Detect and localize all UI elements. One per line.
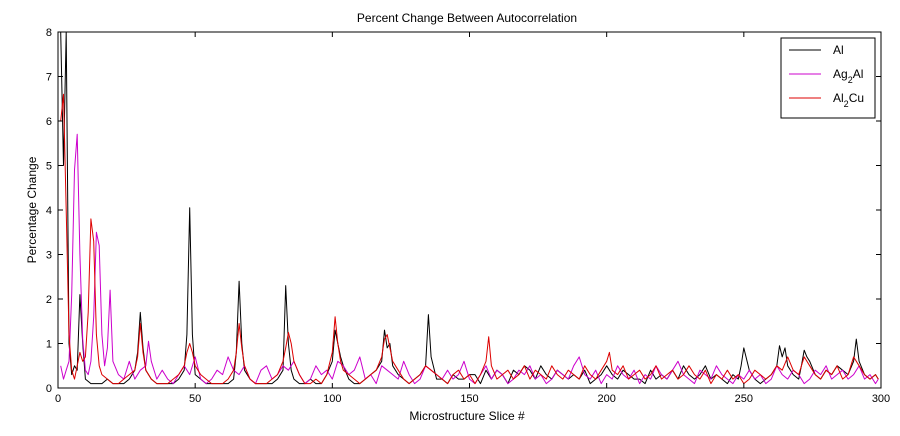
x-tick-label: 150 (460, 393, 478, 405)
legend-label-0: Al (833, 43, 844, 57)
y-tick-label: 5 (46, 161, 52, 173)
chart-title: Percent Change Between Autocorrelation (357, 11, 577, 25)
x-tick-label: 250 (735, 393, 753, 405)
series-line-2 (60, 93, 879, 385)
x-tick-label: 50 (189, 393, 201, 405)
y-tick-label: 0 (46, 383, 52, 395)
legend-label-2: Al2Cu (833, 91, 864, 109)
y-tick-label: 3 (46, 250, 52, 262)
axis-layer: 0 50 100 150 200 250 300 0 1 2 3 4 5 6 7 8 (46, 27, 890, 405)
y-tick-label: 2 (46, 294, 52, 306)
y-tick-label: 4 (46, 205, 52, 217)
y-axis-title: Percentage Change (25, 156, 39, 263)
y-tick-label: 1 (46, 339, 52, 351)
y-tick-label: 7 (46, 72, 52, 84)
x-axis-title: Microstructure Slice # (409, 409, 525, 423)
x-tick-label: 0 (55, 393, 61, 405)
y-tick-label: 6 (46, 116, 52, 128)
series-layer (60, 31, 879, 385)
x-tick-label: 100 (323, 393, 341, 405)
legend-label-1: Ag2Al (833, 67, 863, 85)
x-tick-label: 200 (597, 393, 615, 405)
y-tick-label: 8 (46, 27, 52, 39)
legend-box (780, 37, 876, 119)
x-tick-label: 300 (872, 393, 890, 405)
legend: Al Ag2Al Al2Cu (780, 37, 876, 119)
plot-area (58, 32, 881, 388)
